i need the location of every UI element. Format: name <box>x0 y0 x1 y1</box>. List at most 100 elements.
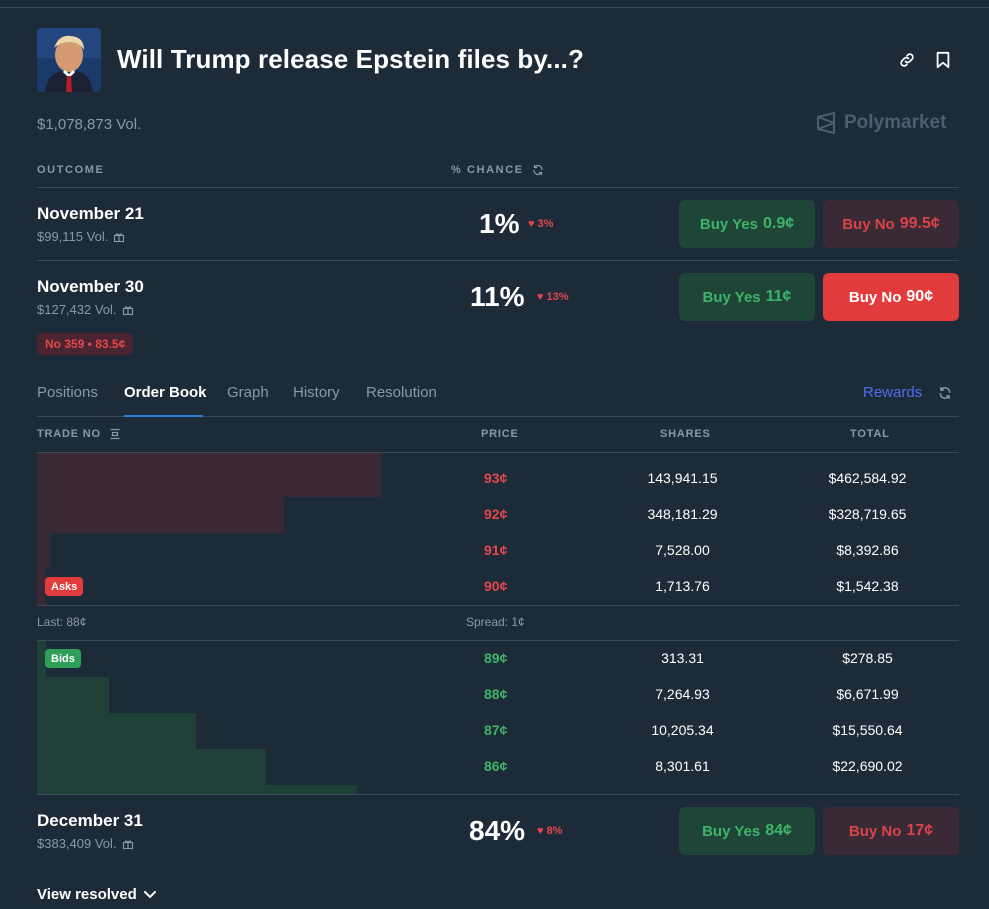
bid-shares: 7,264.93 <box>655 686 710 702</box>
bid-shares: 10,205.34 <box>651 722 714 738</box>
outcome-name[interactable]: November 30 <box>37 277 144 296</box>
bid-total: $15,550.64 <box>832 722 903 738</box>
polymarket-icon <box>817 112 835 134</box>
outcome-chance: 11% <box>470 281 525 312</box>
divider <box>37 452 959 453</box>
chance-delta: ♥ 13% <box>537 291 569 303</box>
chance-header-label: % CHANCE <box>451 164 524 176</box>
ask-price[interactable]: 90¢ <box>484 578 508 594</box>
bid-shares: 313.31 <box>661 650 704 666</box>
chance-delta-value: 8% <box>546 825 563 837</box>
chance-delta-value: 13% <box>546 291 569 303</box>
buy-no-label: Buy No <box>848 822 902 840</box>
buy-no-label: Buy No <box>842 215 895 233</box>
view-resolved-label: View resolved <box>37 886 137 903</box>
ask-depth-bar <box>37 497 284 533</box>
swap-icon[interactable] <box>109 428 121 440</box>
outcome-name[interactable]: December 31 <box>37 811 143 830</box>
tab-history[interactable]: History <box>293 384 340 401</box>
last-price: Last: 88¢ <box>37 615 87 629</box>
buy-yes-price: 0.9¢ <box>762 215 795 232</box>
rewards-link[interactable]: Rewards <box>863 384 923 401</box>
ask-price[interactable]: 92¢ <box>484 506 508 522</box>
bid-price[interactable]: 86¢ <box>484 758 508 774</box>
ask-total: $462,584.92 <box>828 470 907 486</box>
buy-yes-price: 84¢ <box>765 822 792 839</box>
gift-icon <box>122 305 133 315</box>
buy-yes-button[interactable]: Buy Yes 84¢ <box>679 807 815 855</box>
buy-no-button[interactable]: Buy No 99.5¢ <box>823 200 959 248</box>
bid-price[interactable]: 87¢ <box>484 722 508 738</box>
bids-badge: Bids <box>45 649 81 668</box>
brand-name: Polymarket <box>844 112 947 133</box>
outcome-volume: $99,115 Vol. <box>37 229 125 244</box>
divider <box>37 187 959 188</box>
bookmark-icon[interactable] <box>931 48 955 72</box>
bid-depth-bar <box>37 677 109 713</box>
chance-delta-value: 3% <box>537 218 554 230</box>
bid-depth-bar <box>37 713 196 749</box>
link-icon[interactable] <box>895 48 919 72</box>
down-arrow-icon: ♥ <box>537 825 544 837</box>
ask-shares: 348,181.29 <box>647 506 718 522</box>
buy-yes-label: Buy Yes <box>702 288 761 306</box>
bid-depth-bar <box>37 785 357 794</box>
buy-no-button[interactable]: Buy No 90¢ <box>823 273 959 321</box>
chance-column-header: % CHANCE <box>451 164 544 176</box>
position-badge[interactable]: No 359 • 83.5¢ <box>37 333 134 355</box>
active-tab-indicator <box>124 415 203 417</box>
down-arrow-icon: ♥ <box>537 291 544 303</box>
chevron-down-icon <box>143 890 156 898</box>
tab-graph[interactable]: Graph <box>227 384 269 401</box>
ask-total: $1,542.38 <box>836 578 899 594</box>
ask-depth-bar <box>37 569 45 605</box>
trade-no-label: TRADE NO <box>37 428 101 440</box>
view-resolved-button[interactable]: View resolved <box>37 886 156 903</box>
tab-positions[interactable]: Positions <box>37 384 98 401</box>
buy-yes-price: 11¢ <box>765 288 792 305</box>
shares-header: SHARES <box>660 428 711 440</box>
ask-shares: 7,528.00 <box>655 542 710 558</box>
market-title: Will Trump release Epstein files by...? <box>117 44 584 74</box>
asks-badge: Asks <box>45 577 84 596</box>
tabs-divider <box>37 416 959 417</box>
market-volume: $1,078,873 Vol. <box>37 116 142 133</box>
ask-depth-bar <box>37 453 381 497</box>
tab-resolution[interactable]: Resolution <box>366 384 437 401</box>
buy-no-price: 99.5¢ <box>899 215 940 232</box>
trade-no-header: TRADE NO <box>37 428 121 440</box>
tab-order-book[interactable]: Order Book <box>124 384 207 401</box>
top-divider <box>0 7 989 8</box>
outcome-name[interactable]: November 21 <box>37 204 144 223</box>
bid-total: $22,690.02 <box>832 758 903 774</box>
bid-price[interactable]: 89¢ <box>484 650 508 666</box>
outcome-chance: 84% <box>469 815 526 846</box>
outcome-volume-text: $383,409 Vol. <box>37 836 117 851</box>
market-avatar <box>37 28 101 92</box>
outcome-volume-text: $99,115 Vol. <box>37 229 109 244</box>
chance-delta: ♥ 3% <box>528 218 553 230</box>
polymarket-logo: Polymarket <box>816 112 946 134</box>
ask-depth-bar <box>37 533 50 569</box>
price-header: PRICE <box>481 428 519 440</box>
ask-price[interactable]: 93¢ <box>484 470 508 486</box>
ask-shares: 143,941.15 <box>647 470 718 486</box>
divider <box>37 605 959 606</box>
refresh-icon[interactable] <box>532 164 544 176</box>
buy-yes-label: Buy Yes <box>699 215 758 233</box>
buy-yes-label: Buy Yes <box>702 822 761 840</box>
bid-total: $6,671.99 <box>836 686 899 702</box>
bid-price[interactable]: 88¢ <box>484 686 508 702</box>
buy-no-label: Buy No <box>848 288 902 306</box>
refresh-icon[interactable] <box>938 386 952 405</box>
ask-total: $328,719.65 <box>828 506 907 522</box>
ask-price[interactable]: 91¢ <box>484 542 508 558</box>
gift-icon <box>114 232 125 242</box>
chance-delta: ♥ 8% <box>537 825 562 837</box>
divider <box>37 794 959 795</box>
buy-yes-button[interactable]: Buy Yes 0.9¢ <box>679 200 815 248</box>
buy-no-button[interactable]: Buy No 17¢ <box>823 807 959 855</box>
buy-yes-button[interactable]: Buy Yes 11¢ <box>679 273 815 321</box>
bid-shares: 8,301.61 <box>655 758 710 774</box>
outcome-column-header: OUTCOME <box>37 164 105 176</box>
